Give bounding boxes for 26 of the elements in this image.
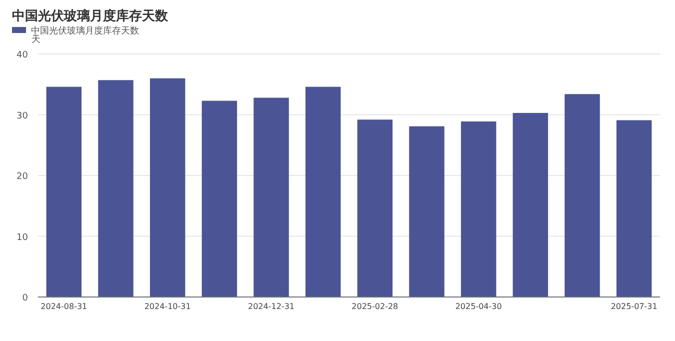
chart-title: 中国光伏玻璃月度库存天数 — [12, 8, 169, 24]
y-tick-label: 20 — [16, 172, 28, 182]
bar — [460, 121, 496, 297]
y-tick-label: 10 — [16, 232, 28, 243]
x-tick-label: 2024-10-31 — [144, 302, 191, 311]
bar — [46, 86, 82, 297]
bar — [150, 78, 186, 297]
bar — [512, 112, 548, 297]
bar — [202, 100, 238, 297]
x-tick-label: 2024-08-31 — [40, 302, 88, 311]
bar — [616, 120, 652, 297]
y-tick-label: 30 — [16, 111, 28, 122]
legend-label: 中国光伏玻璃月度库存天数 — [31, 26, 139, 36]
x-tick-label: 2025-02-28 — [352, 302, 398, 311]
bar — [564, 94, 600, 297]
y-tick-label: 0 — [22, 294, 28, 304]
bar — [357, 120, 393, 297]
bar — [409, 126, 444, 297]
y-axis-title: 天 — [32, 34, 40, 45]
x-tick-label: 2024-12-31 — [248, 302, 294, 311]
x-tick-label: 2025-04-30 — [455, 302, 502, 311]
bar — [254, 98, 289, 297]
bar — [305, 86, 341, 297]
y-tick-label: 40 — [16, 50, 28, 60]
bar — [98, 80, 134, 297]
x-tick-label: 2025-07-31 — [610, 302, 658, 311]
